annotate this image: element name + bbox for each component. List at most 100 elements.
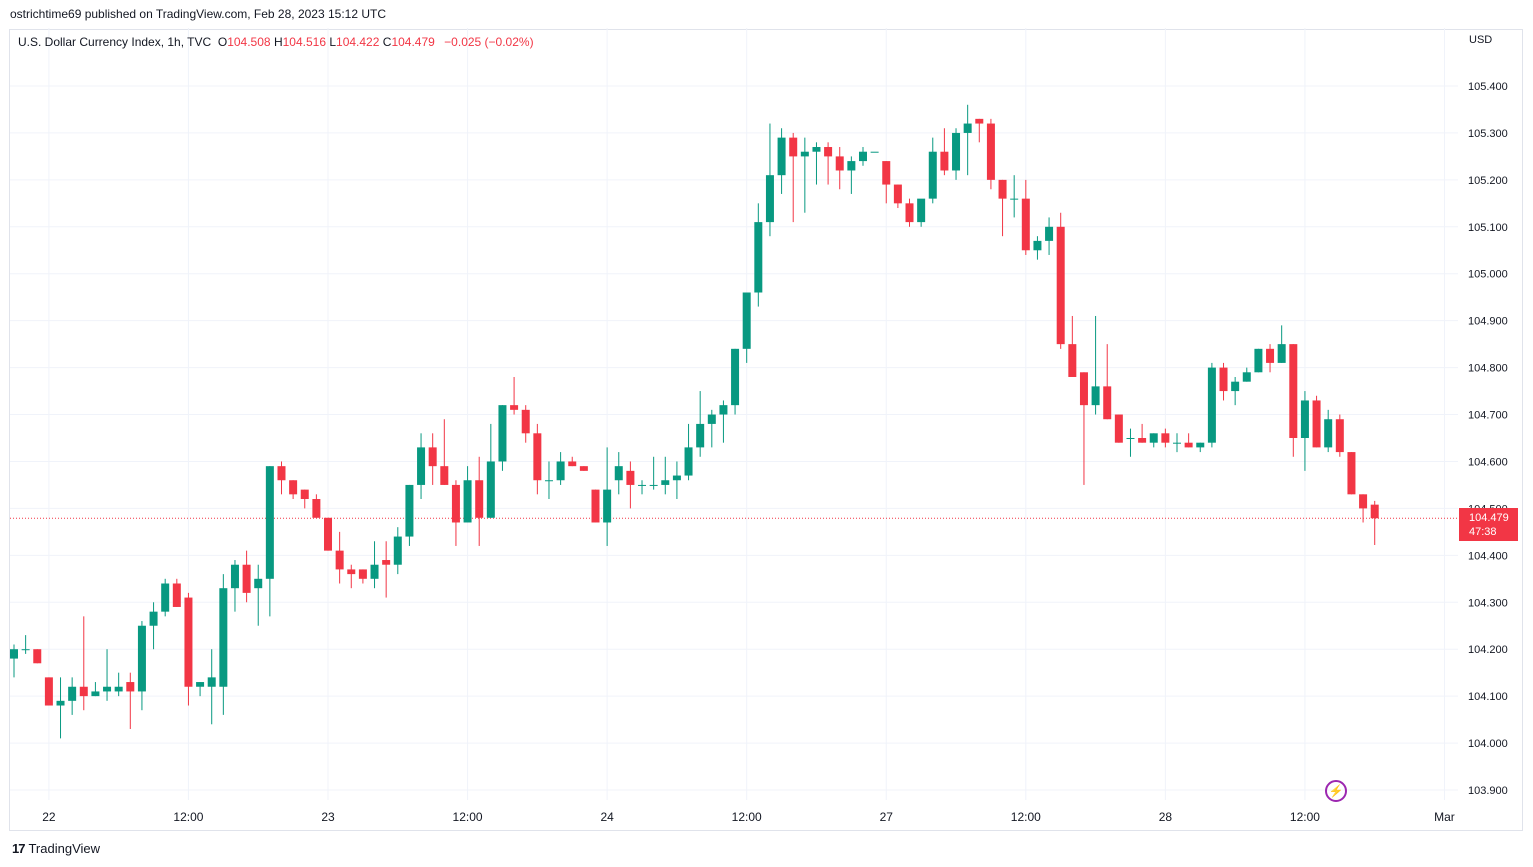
symbol-name: U.S. Dollar Currency Index, 1h, TVC [18, 35, 212, 49]
candle [172, 578, 181, 607]
candle-body [91, 691, 100, 697]
candle-body [1289, 344, 1298, 438]
candle [719, 400, 728, 443]
candle-body [614, 466, 623, 481]
candle-body [963, 123, 972, 133]
close-label: C [382, 35, 392, 49]
candle [300, 489, 309, 509]
candle-body [370, 564, 379, 579]
candle [765, 123, 774, 237]
candle [1312, 395, 1321, 448]
y-tick-label: 104.800 [1468, 363, 1508, 375]
candle [405, 484, 414, 546]
candle [1103, 344, 1112, 420]
candle [1138, 423, 1147, 443]
candle-body [638, 484, 647, 486]
candle [196, 682, 205, 697]
candle-body [568, 461, 577, 467]
candle-body [1359, 494, 1368, 509]
lightning-icon[interactable]: ⚡ [1325, 780, 1347, 802]
open-value: 104.508 [227, 35, 271, 49]
candle-body [1207, 367, 1216, 443]
candle-body [103, 686, 112, 692]
candle-body [591, 489, 600, 523]
candle-body [800, 151, 809, 157]
candle-body [451, 484, 460, 523]
candle-body [21, 649, 30, 651]
candle-body [312, 499, 321, 518]
candle [800, 137, 809, 213]
candle [184, 592, 193, 706]
candle-body [1266, 348, 1275, 363]
candle-body [1370, 504, 1379, 519]
candle-body [44, 677, 53, 706]
candle-body [486, 461, 495, 518]
candle-body [1126, 438, 1135, 439]
candle-body [254, 578, 263, 589]
price-axis: 105.400 105.300 105.200 105.100 105.000 104.9… [1468, 81, 1508, 797]
candle-body [789, 137, 798, 157]
candle-body [986, 123, 995, 180]
candle [998, 179, 1007, 237]
candle-body [68, 686, 77, 701]
candle-body [358, 569, 367, 579]
x-tick-label: 23 [321, 810, 335, 824]
candle [1091, 315, 1100, 415]
candle-body [544, 480, 553, 482]
candle-body [998, 179, 1007, 199]
candle-body [1219, 367, 1228, 392]
candle-body [1068, 344, 1077, 377]
candle-body [742, 292, 751, 349]
candle-body [707, 414, 716, 424]
y-tick-label: 105.100 [1468, 222, 1508, 234]
y-tick-label: 104.900 [1468, 316, 1508, 328]
candle-body [1196, 442, 1205, 448]
candle [1079, 372, 1088, 485]
candle [1231, 376, 1240, 406]
candle-body [905, 203, 914, 223]
currency-label[interactable]: USD [1469, 34, 1493, 46]
candle-body [1091, 386, 1100, 406]
candle [10, 644, 18, 678]
x-tick-label: 12:00 [732, 810, 762, 824]
x-tick-label: 22 [42, 810, 56, 824]
candle-body [475, 480, 484, 518]
candle [393, 527, 402, 575]
candle-body [196, 682, 205, 687]
candle-body [661, 480, 670, 485]
candle-body [428, 447, 437, 467]
candle-body [289, 480, 298, 495]
change-value: −0.025 (−0.02%) [444, 35, 534, 49]
symbol-legend: U.S. Dollar Currency Index, 1h, TVC O104… [18, 35, 534, 49]
candle-body [184, 597, 193, 687]
candle [1370, 500, 1379, 546]
candle-body [56, 700, 65, 706]
candle [1359, 494, 1368, 523]
y-tick-label: 104.700 [1468, 410, 1508, 422]
candle [649, 456, 658, 490]
y-tick-label: 104.600 [1468, 456, 1508, 468]
candle-body [1335, 419, 1344, 453]
candle-body [917, 198, 926, 223]
candle [812, 142, 821, 185]
candle-body [1173, 442, 1181, 444]
candle [463, 466, 472, 523]
y-tick-label: 105.000 [1468, 269, 1508, 281]
candle-body [1254, 348, 1263, 373]
y-tick-label: 104.100 [1468, 691, 1508, 703]
candle-body [533, 433, 542, 481]
candle-body [242, 564, 251, 593]
candle-body [556, 461, 565, 481]
candle-body [149, 611, 158, 626]
candle-body [172, 583, 181, 607]
candle-body [1161, 433, 1170, 443]
candle [626, 461, 635, 509]
candle-body [928, 151, 937, 199]
bar-countdown: 47:38 [1469, 526, 1497, 538]
candle-body [1347, 452, 1356, 495]
candle [1196, 442, 1205, 453]
candle-body [765, 175, 774, 223]
candle [1254, 348, 1263, 373]
tradingview-brand[interactable]: 17 TradingView [12, 841, 100, 856]
